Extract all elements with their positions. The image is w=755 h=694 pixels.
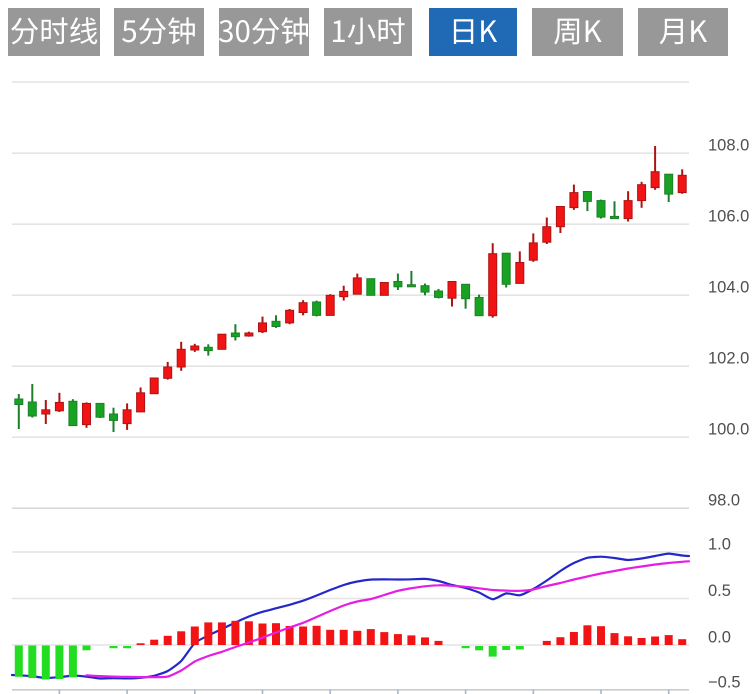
svg-text:1.0: 1.0 bbox=[708, 536, 731, 554]
svg-text:106.0: 106.0 bbox=[708, 208, 749, 226]
svg-text:0.5: 0.5 bbox=[708, 582, 731, 600]
svg-text:−0.5: −0.5 bbox=[708, 673, 741, 691]
svg-text:98.0: 98.0 bbox=[708, 492, 740, 510]
svg-text:100.0: 100.0 bbox=[708, 421, 749, 439]
svg-text:0.0: 0.0 bbox=[708, 629, 731, 647]
svg-text:104.0: 104.0 bbox=[708, 279, 749, 297]
svg-text:108.0: 108.0 bbox=[708, 137, 749, 155]
svg-text:102.0: 102.0 bbox=[708, 350, 749, 368]
